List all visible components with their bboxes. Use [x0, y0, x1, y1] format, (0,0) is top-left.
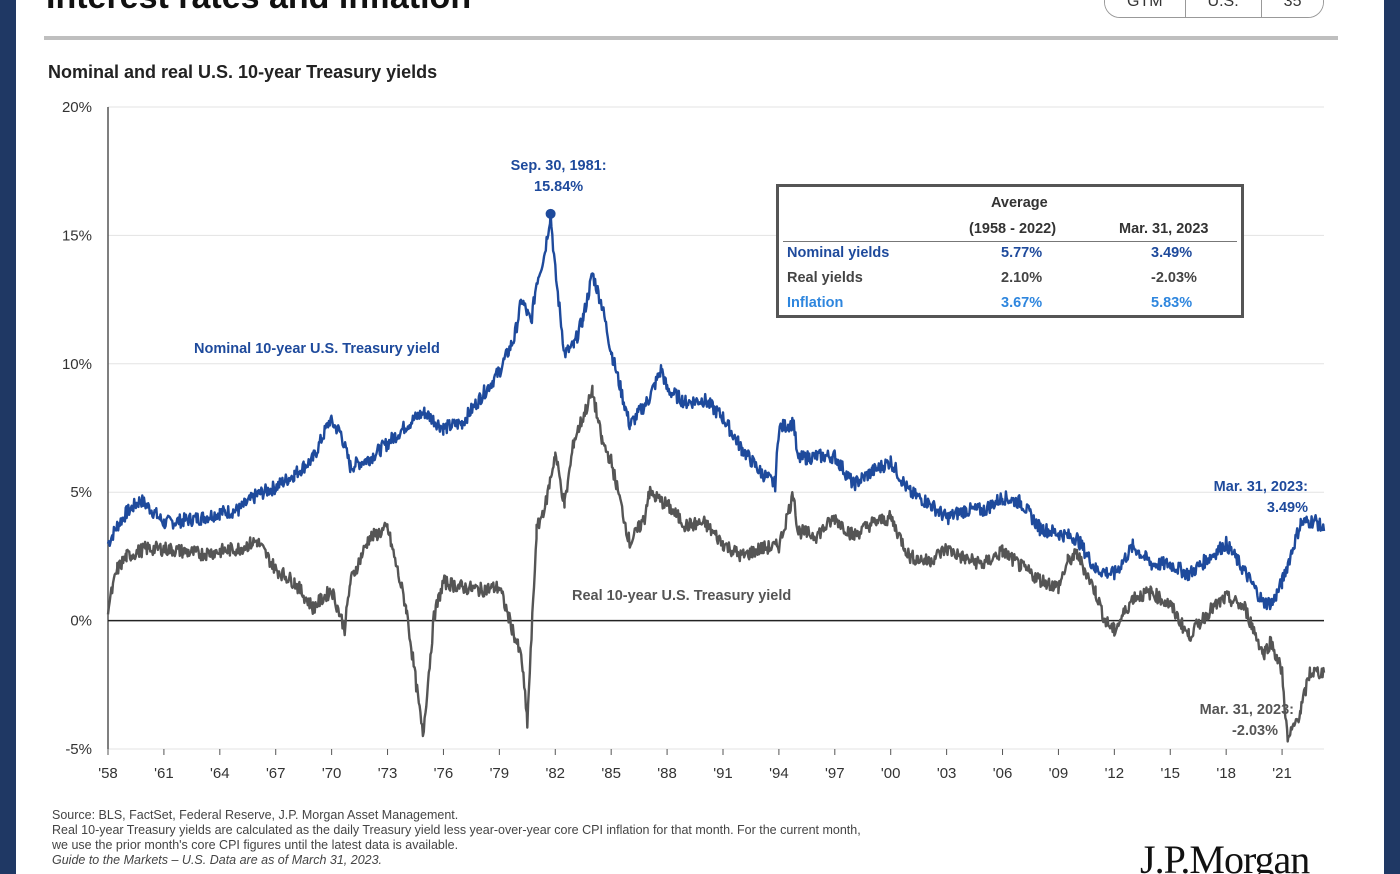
stats-divider — [783, 241, 1237, 242]
nominal-end-value-label: 3.49% — [1267, 500, 1308, 516]
x-tick-label: '70 — [322, 765, 342, 782]
footnote: Source: BLS, FactSet, Federal Reserve, J… — [52, 808, 1152, 868]
stats-label: Nominal yields — [787, 245, 890, 261]
jpmorgan-logo: J.P.Morgan — [1140, 837, 1310, 874]
nominal-end-date-label: Mar. 31, 2023: — [1214, 479, 1308, 495]
x-tick-label: '85 — [601, 765, 621, 782]
x-tick-label: '58 — [98, 765, 118, 782]
stats-label: Inflation — [787, 295, 844, 311]
x-tick-label: '21 — [1272, 765, 1292, 782]
real-end-date-label: Mar. 31, 2023: — [1200, 702, 1294, 718]
real-end-value-label: -2.03% — [1232, 723, 1278, 739]
header-rule — [44, 36, 1338, 40]
peak-date-label: Sep. 30, 1981: — [511, 158, 607, 174]
tick-labels: 20% 15% 10% 5% 0% -5% '58 '61 '64 '67 '70 '73 '76 '79… — [62, 99, 1292, 782]
real-series-line — [106, 384, 1326, 743]
x-tick-label: '82 — [545, 765, 565, 782]
y-tick-label: 15% — [62, 227, 92, 244]
page-title: Interest rates and inflation — [46, 0, 471, 17]
region-tabs: GTM U.S. 35 — [1104, 0, 1325, 18]
slide: Interest rates and inflation GTM U.S. 35… — [16, 0, 1384, 874]
peak-value-label: 15.84% — [534, 179, 583, 195]
stats-current: 5.83% — [1151, 295, 1193, 311]
tab-page-number[interactable]: 35 — [1260, 0, 1324, 17]
x-tick-label: '67 — [266, 765, 286, 782]
x-tick-label: '76 — [434, 765, 454, 782]
peak-marker — [545, 208, 556, 219]
footnote-method: Real 10-year Treasury yields are calcula… — [52, 823, 861, 837]
stats-header-range: (1958 - 2022) — [969, 221, 1057, 237]
stats-current: -2.03% — [1151, 270, 1197, 286]
footnote-date: Guide to the Markets – U.S. Data are as … — [52, 853, 383, 867]
x-tick-label: '18 — [1216, 765, 1236, 782]
x-tick-label: '97 — [825, 765, 845, 782]
stats-row-inflation: Inflation 3.67% 5.83% — [779, 295, 1241, 319]
yield-chart: 20% 15% 10% 5% 0% -5% '58 '61 '64 '67 '70 '73 '76 '79… — [62, 99, 1326, 782]
tab-us[interactable]: U.S. — [1184, 0, 1261, 17]
stats-average: 3.67% — [1001, 295, 1043, 311]
tab-gtm[interactable]: GTM — [1105, 0, 1185, 17]
x-tick-label: '09 — [1049, 765, 1069, 782]
stats-average: 5.77% — [1001, 245, 1043, 261]
y-tick-label: 5% — [70, 484, 92, 501]
stats-table: Average (1958 - 2022) Mar. 31, 2023 Nomi… — [776, 184, 1244, 318]
stats-row-real: Real yields 2.10% -2.03% — [779, 270, 1241, 294]
chart-title: Nominal and real U.S. 10-year Treasury y… — [48, 62, 438, 82]
x-tick-label: '79 — [490, 765, 510, 782]
x-tick-label: '12 — [1105, 765, 1125, 782]
x-tick-label: '73 — [378, 765, 398, 782]
y-tick-label: 10% — [62, 356, 92, 373]
x-tick-label: '06 — [993, 765, 1013, 782]
x-tick-label: '94 — [769, 765, 789, 782]
x-tick-label: '15 — [1160, 765, 1180, 782]
x-tick-label: '91 — [713, 765, 733, 782]
footnote-method-cont: we use the prior month's core CPI figure… — [52, 838, 459, 852]
series-lines — [106, 211, 1326, 743]
stats-row-nominal: Nominal yields 5.77% 3.49% — [779, 245, 1241, 269]
x-tick-label: '61 — [154, 765, 174, 782]
stats-average: 2.10% — [1001, 270, 1043, 286]
y-tick-label: -5% — [65, 741, 92, 758]
x-tick-label: '88 — [657, 765, 677, 782]
real-series-label: Real 10-year U.S. Treasury yield — [572, 588, 791, 604]
x-tick-label: '03 — [937, 765, 957, 782]
y-tick-label: 0% — [70, 613, 92, 630]
nominal-series-label: Nominal 10-year U.S. Treasury yield — [194, 341, 440, 357]
stats-label: Real yields — [787, 270, 863, 286]
nominal-series-line — [106, 211, 1326, 611]
stats-current: 3.49% — [1151, 245, 1193, 261]
y-tick-label: 20% — [62, 99, 92, 116]
x-tick-label: '00 — [881, 765, 901, 782]
stats-header-current: Mar. 31, 2023 — [1119, 221, 1209, 237]
x-tick-label: '64 — [210, 765, 230, 782]
stats-header-average: Average — [991, 195, 1048, 211]
footnote-source: Source: BLS, FactSet, Federal Reserve, J… — [52, 808, 459, 822]
